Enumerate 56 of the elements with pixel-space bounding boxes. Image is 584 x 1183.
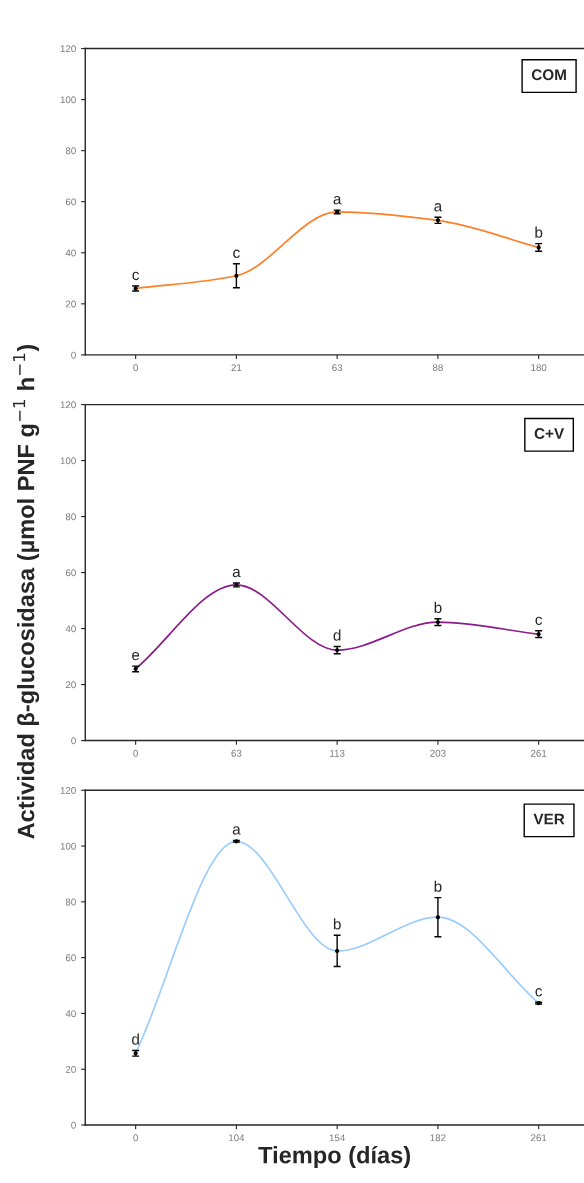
annotation: a <box>232 568 241 578</box>
x-tick-label: 182 <box>430 1134 446 1142</box>
x-tick-label: 21 <box>231 364 242 371</box>
annotation: c <box>132 271 140 281</box>
annotation: d <box>132 1033 139 1045</box>
y-tick-label: 100 <box>60 842 76 850</box>
x-tick-label: 63 <box>332 364 343 372</box>
annotation: e <box>132 651 140 661</box>
x-tick-label: 63 <box>231 749 242 757</box>
x-tick-label: 154 <box>329 1134 345 1142</box>
y-tick-label: 100 <box>60 457 76 465</box>
annotation: VER <box>533 813 565 825</box>
annotation: b <box>434 880 442 892</box>
annotation: a <box>232 826 241 835</box>
y-tick-label: 120 <box>60 45 76 53</box>
x-tick-label: 0 <box>133 364 138 372</box>
y-tick-label: 0 <box>71 351 76 359</box>
y-tick-label: 20 <box>65 681 76 689</box>
x-tick-label: 261 <box>531 749 547 757</box>
annotation: a <box>434 203 443 212</box>
x-tick-label: 0 <box>133 749 138 757</box>
annotation: C+V <box>534 428 565 439</box>
annotation: b <box>333 918 341 930</box>
x-tick-label: 0 <box>133 1134 138 1142</box>
x-tick-label: 203 <box>430 749 446 757</box>
annotation: b <box>535 226 543 238</box>
y-tick-label: 80 <box>65 513 76 521</box>
y-tick-label: 60 <box>65 569 76 577</box>
annotation: a <box>333 195 342 205</box>
x-axis-title: Tiempo (días) <box>258 1145 410 1169</box>
x-tick-label: 113 <box>330 749 345 757</box>
x-tick-label: 261 <box>531 1134 547 1142</box>
annotation: c <box>535 988 543 997</box>
x-tick-label: 180 <box>531 364 547 372</box>
annotation: c <box>233 249 240 258</box>
y-tick-label: 40 <box>65 1010 76 1018</box>
y-tick-label: 0 <box>71 737 76 745</box>
y-tick-label: 60 <box>65 198 76 206</box>
y-tick-label: 20 <box>65 1065 76 1073</box>
annotation: COM <box>531 69 566 81</box>
y-tick-label: 0 <box>71 1121 76 1129</box>
y-tick-label: 120 <box>60 786 76 794</box>
y-tick-label: 40 <box>65 625 76 633</box>
y-tick-label: 80 <box>65 147 76 155</box>
y-tick-label: 60 <box>65 954 76 962</box>
y-tick-label: 20 <box>65 300 76 308</box>
y-axis-title: Actividad β-glucosidasa (µmol PNF g$^{−1}$ h$^{−1}$) <box>13 344 40 839</box>
y-tick-label: 120 <box>60 401 76 409</box>
annotation: d <box>333 629 341 641</box>
y-tick-label: 40 <box>65 249 76 257</box>
y-tick-label: 80 <box>65 898 76 906</box>
x-tick-label: 104 <box>229 1134 245 1142</box>
annotation: c <box>535 616 543 626</box>
annotation: b <box>434 601 442 613</box>
y-tick-label: 100 <box>60 96 76 104</box>
x-tick-label: 88 <box>432 364 443 372</box>
